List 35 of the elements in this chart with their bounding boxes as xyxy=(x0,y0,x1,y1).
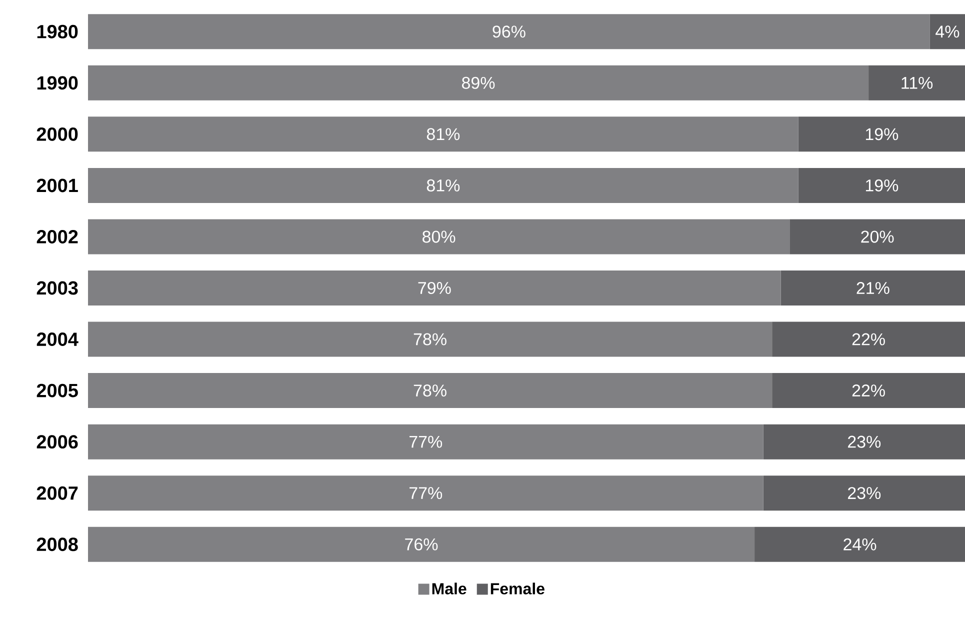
data-label: 79% xyxy=(418,282,451,294)
y-tick-label: 1990 xyxy=(37,76,78,90)
data-label: 21% xyxy=(856,282,890,294)
y-tick-label: 2008 xyxy=(36,538,78,552)
data-label: 11% xyxy=(902,76,933,89)
data-label: 23% xyxy=(848,487,881,500)
y-tick-label: 1980 xyxy=(37,24,78,38)
y-tick-label: 2000 xyxy=(36,127,78,141)
data-label: 89% xyxy=(462,76,495,89)
y-tick-label: 2007 xyxy=(36,486,78,500)
legend-label: Female xyxy=(490,582,544,594)
y-tick-label: 2003 xyxy=(36,281,78,295)
data-label: 24% xyxy=(844,538,876,550)
data-label: 76% xyxy=(405,538,438,550)
data-label: 4% xyxy=(936,26,960,38)
legend-label: Male xyxy=(432,582,466,594)
data-label: 22% xyxy=(852,384,885,397)
data-label: 78% xyxy=(414,333,446,346)
y-tick-label: 2001 xyxy=(36,178,78,192)
data-label: 81% xyxy=(426,179,460,192)
y-tick-label: 2006 xyxy=(36,435,78,449)
y-tick-label: 2002 xyxy=(36,230,78,244)
data-label: 19% xyxy=(866,179,898,192)
data-label: 77% xyxy=(410,436,442,448)
data-label: 20% xyxy=(861,230,894,243)
data-label: 78% xyxy=(414,384,446,397)
data-label: 77% xyxy=(410,487,442,500)
data-label: 19% xyxy=(866,128,898,140)
y-tick-label: 2004 xyxy=(36,332,78,346)
data-label: 80% xyxy=(422,230,456,243)
data-label: 81% xyxy=(426,128,460,140)
data-label: 96% xyxy=(492,26,526,38)
y-tick-label: 2005 xyxy=(36,384,78,398)
data-label: 22% xyxy=(852,333,885,346)
data-label: 23% xyxy=(848,436,881,448)
